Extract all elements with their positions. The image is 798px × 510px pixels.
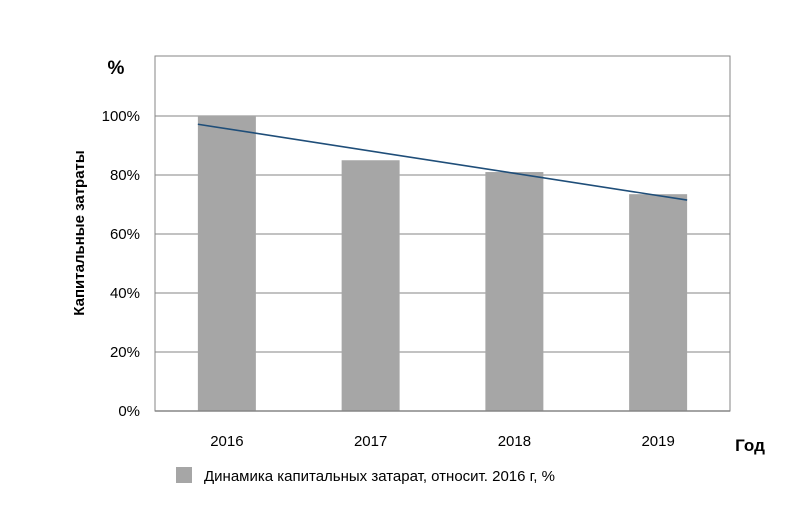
- y-tick-labels: 0% 20% 40% 60% 80% 100%: [102, 108, 140, 420]
- legend-label: Динамика капитальных затарат, относит. 2…: [204, 468, 555, 485]
- bar-2017: [341, 160, 400, 411]
- x-tick-label: 2016: [210, 433, 243, 450]
- bar-2016: [197, 116, 256, 411]
- y-tick-label: 40%: [110, 285, 140, 302]
- bar-2019: [629, 194, 688, 411]
- bars: [197, 116, 688, 411]
- x-tick-label: 2019: [641, 433, 674, 450]
- y-tick-label: 60%: [110, 226, 140, 243]
- x-axis-title: Год: [735, 436, 765, 455]
- y-tick-label: 100%: [102, 108, 140, 125]
- y-tick-label: 20%: [110, 344, 140, 361]
- x-tick-label: 2018: [498, 433, 531, 450]
- trendline: [197, 123, 688, 201]
- trendline-path: [197, 123, 688, 201]
- bar-2018: [485, 172, 544, 411]
- x-tick-labels: 2016 2017 2018 2019: [210, 433, 675, 450]
- y-tick-label: 0%: [118, 403, 140, 420]
- x-tick-label: 2017: [354, 433, 387, 450]
- legend-swatch: [176, 467, 192, 483]
- y-axis-title: Капитальные затраты: [71, 150, 88, 315]
- y-unit-label: %: [108, 58, 125, 79]
- legend: Динамика капитальных затарат, относит. 2…: [176, 467, 555, 485]
- y-tick-label: 80%: [110, 167, 140, 184]
